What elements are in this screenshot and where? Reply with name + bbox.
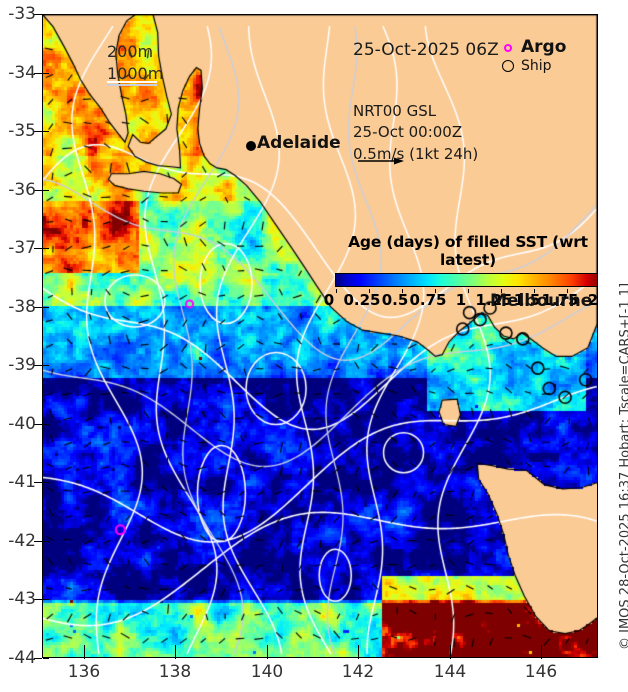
depth-legend-line-1000m bbox=[107, 84, 157, 86]
y-axis-label: -35 bbox=[8, 121, 36, 141]
y-axis-tick bbox=[34, 248, 42, 249]
y-axis-label: -37 bbox=[8, 238, 36, 258]
colorbar-ticklabel: 1.5 bbox=[513, 291, 541, 309]
current-vector-legend: NRT00 GSL 25-Oct 00:00Z 0.5m/s (1kt 24h) bbox=[353, 101, 478, 165]
depth-legend-200m: 200m bbox=[107, 42, 154, 61]
colorbar-ticklabel: 1 bbox=[455, 291, 467, 309]
colorbar-tick bbox=[501, 289, 502, 293]
depth-legend-1000m: 1000m bbox=[107, 63, 164, 83]
y-axis-tick bbox=[34, 541, 42, 542]
colorbar-tick bbox=[468, 289, 469, 293]
x-axis-tick-inner bbox=[84, 645, 85, 651]
y-axis-tick-inner bbox=[43, 599, 49, 600]
y-axis-label: -42 bbox=[8, 531, 36, 551]
x-axis-tick bbox=[84, 651, 85, 659]
y-axis-tick bbox=[34, 14, 42, 15]
colorbar-gradient bbox=[335, 273, 597, 293]
argo-marker-icon bbox=[504, 44, 512, 52]
y-axis-tick-inner bbox=[43, 73, 49, 74]
y-axis-tick-inner bbox=[43, 541, 49, 542]
colorbar-tick bbox=[369, 289, 370, 293]
colorbar-ticklabel: 1.75 bbox=[541, 291, 579, 309]
sst-age-heatmap-canvas[interactable] bbox=[43, 15, 597, 657]
colorbar-title: Age (days) of filled SST (wrt latest) bbox=[348, 233, 588, 269]
y-axis-tick bbox=[34, 307, 42, 308]
colorbar-ticklabel: 0.5 bbox=[381, 291, 409, 309]
y-axis-label: -40 bbox=[8, 414, 36, 434]
date-stamp: 25-Oct-2025 06Z bbox=[353, 40, 499, 60]
y-axis-label: -44 bbox=[8, 648, 36, 668]
colorbar-ticklabel: 1.25 bbox=[475, 291, 513, 309]
depth-contour-legend: 200m 1000m bbox=[107, 41, 163, 84]
colorbar-ticklabels: 0 0.25 0.5 0.75 1 1.25 1.5 1.75 2 bbox=[324, 291, 598, 311]
colorbar-tick bbox=[567, 289, 568, 293]
depth-legend-line-200m bbox=[107, 81, 157, 83]
y-axis-tick bbox=[34, 599, 42, 600]
x-axis-label: 136 bbox=[67, 662, 101, 682]
y-axis-tick bbox=[34, 365, 42, 366]
y-axis-tick-inner bbox=[43, 14, 49, 15]
vector-scale: 0.5m/s (1kt 24h) bbox=[353, 144, 479, 163]
x-axis-tick bbox=[358, 651, 359, 659]
y-axis-tick-inner bbox=[43, 131, 49, 132]
y-axis-tick-inner bbox=[43, 248, 49, 249]
x-axis-label: 146 bbox=[524, 662, 558, 682]
colorbar-tick bbox=[435, 289, 436, 293]
x-axis-tick bbox=[450, 651, 451, 659]
y-axis-tick bbox=[34, 190, 42, 191]
y-axis-tick-inner bbox=[43, 365, 49, 366]
y-axis-label: -43 bbox=[8, 589, 36, 609]
x-axis-label: 144 bbox=[433, 662, 467, 682]
city-label-adelaide: Adelaide bbox=[257, 133, 341, 153]
argo-legend-label: Argo bbox=[521, 37, 567, 57]
y-axis-label: -33 bbox=[8, 4, 36, 24]
x-axis-label: 142 bbox=[341, 662, 375, 682]
colorbar-tick bbox=[402, 289, 403, 293]
colorbar-tick bbox=[534, 289, 535, 293]
y-axis-tick-inner bbox=[43, 307, 49, 308]
colorbar-ticklabel: 2 bbox=[587, 291, 598, 309]
credit-text: © IMOS 28-Oct-2025 16:37 Hobart; Tscale=… bbox=[618, 282, 628, 650]
ship-legend-label: Ship bbox=[521, 58, 552, 74]
y-axis-tick-inner bbox=[43, 482, 49, 483]
x-axis-tick-inner bbox=[450, 645, 451, 651]
x-axis-label: 140 bbox=[250, 662, 284, 682]
y-axis-tick bbox=[34, 73, 42, 74]
y-axis-tick bbox=[34, 424, 42, 425]
y-axis-label: -38 bbox=[8, 297, 36, 317]
y-axis-tick bbox=[34, 131, 42, 132]
y-axis-tick-inner bbox=[43, 424, 49, 425]
x-axis-tick bbox=[541, 651, 542, 659]
vector-time: 25-Oct 00:00Z bbox=[353, 123, 463, 142]
x-axis-tick-inner bbox=[175, 645, 176, 651]
ship-marker-icon bbox=[502, 60, 514, 72]
y-axis-tick bbox=[34, 482, 42, 483]
y-axis-tick-inner bbox=[43, 658, 49, 659]
y-axis-label: -36 bbox=[8, 180, 36, 200]
map-plot-area[interactable]: 200m 1000m 25-Oct-2025 06Z Argo Ship NRT0… bbox=[42, 14, 598, 658]
x-axis-tick-inner bbox=[541, 645, 542, 651]
x-axis-tick bbox=[175, 651, 176, 659]
y-axis-label: -41 bbox=[8, 472, 36, 492]
y-axis-tick bbox=[34, 658, 42, 659]
colorbar-ticklabel: 0.75 bbox=[409, 291, 447, 309]
vector-scale-arrow-icon bbox=[358, 157, 404, 165]
city-marker-adelaide bbox=[246, 141, 256, 151]
city-label-melbourne: Melbourne bbox=[490, 291, 593, 311]
colorbar-ticklabel: 0 bbox=[323, 291, 335, 309]
vector-source: NRT00 GSL bbox=[353, 102, 437, 120]
x-axis-tick bbox=[267, 651, 268, 659]
x-axis-tick-inner bbox=[358, 645, 359, 651]
y-axis-label: -34 bbox=[8, 63, 36, 83]
x-axis-tick-inner bbox=[267, 645, 268, 651]
y-axis-tick-inner bbox=[43, 190, 49, 191]
credit-block: © IMOS 28-Oct-2025 16:37 Hobart; Tscale=… bbox=[592, 0, 628, 692]
y-axis-label: -39 bbox=[8, 355, 36, 375]
colorbar-ticklabel: 0.25 bbox=[343, 291, 381, 309]
colorbar-tick bbox=[336, 289, 337, 293]
x-axis-label: 138 bbox=[158, 662, 192, 682]
